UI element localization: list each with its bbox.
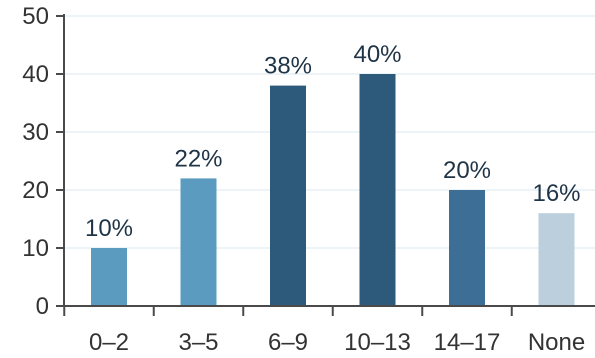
data-label: 10% [85, 215, 133, 242]
bar [449, 190, 485, 306]
y-tick-label: 30 [22, 119, 49, 146]
x-tick-label: 3–5 [178, 329, 218, 356]
bar [91, 248, 127, 306]
axes [56, 14, 595, 316]
data-labels: 10% 22% 38% 40% 20% 16% [85, 41, 581, 242]
y-tick-labels: 0 10 20 30 40 50 [22, 3, 49, 320]
gridlines [64, 15, 595, 249]
bar [359, 74, 396, 306]
data-label: 22% [174, 145, 222, 172]
x-tick-label: 0–2 [89, 329, 129, 356]
data-label: 16% [532, 180, 580, 207]
x-tick-label: None [528, 329, 585, 356]
data-label: 40% [353, 41, 401, 68]
y-tick-label: 50 [22, 3, 49, 30]
x-tick-label: 6–9 [268, 329, 308, 356]
y-tick-label: 20 [22, 177, 49, 204]
bar [538, 213, 575, 306]
y-tick-label: 10 [22, 235, 49, 262]
bars [91, 74, 575, 306]
y-tick-label: 0 [36, 293, 49, 320]
x-tick-labels: 0–2 3–5 6–9 10–13 14–17 None [89, 329, 585, 356]
bar [270, 85, 306, 306]
bar [180, 178, 217, 306]
data-label: 38% [264, 53, 312, 80]
y-tick-label: 40 [22, 61, 49, 88]
x-tick-label: 10–13 [344, 329, 411, 356]
x-tick-label: 14–17 [434, 329, 501, 356]
data-label: 20% [443, 157, 491, 184]
